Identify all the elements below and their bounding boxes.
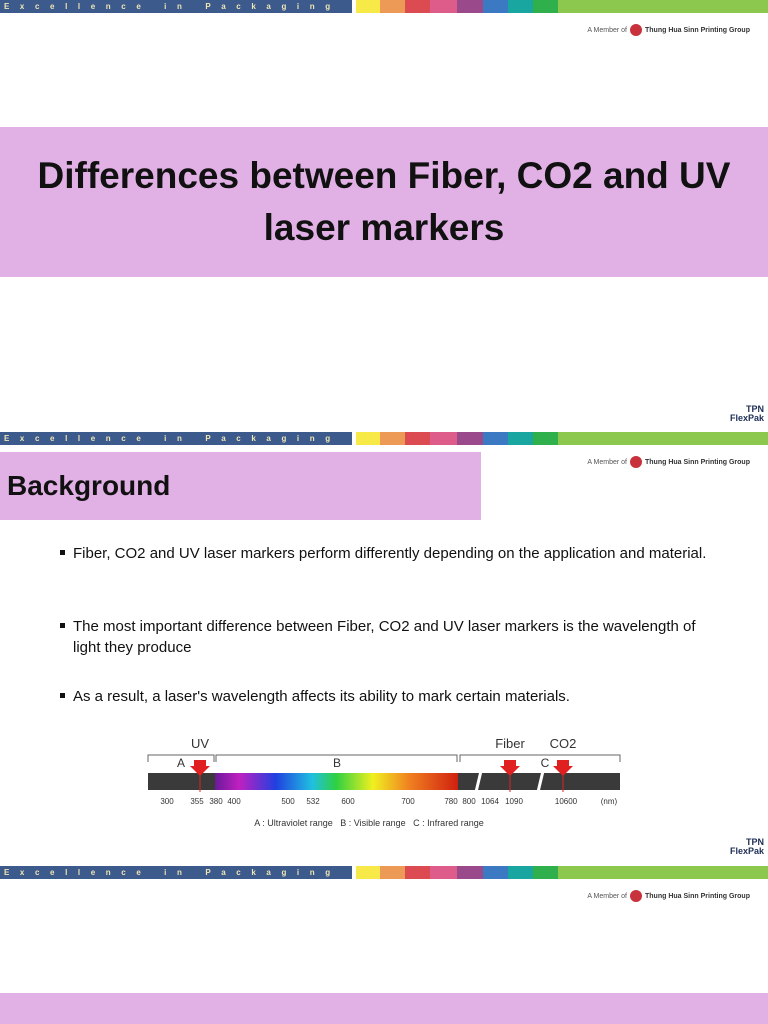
range-label: CO2 — [550, 736, 577, 751]
header-stripe: Excellence in Packaging — [0, 0, 768, 13]
laser-arrows — [190, 760, 573, 792]
scale-label: 600 — [341, 797, 355, 806]
range-label: B — [333, 756, 341, 770]
bullet: The most important difference between Fi… — [60, 616, 723, 658]
scale-label: 355 — [190, 797, 204, 806]
range-label: UV — [191, 736, 209, 751]
scale-label: 1090 — [505, 797, 523, 806]
group-name: Thung Hua Sinn Printing Group — [645, 26, 750, 34]
logo: TPN FlexPak — [712, 405, 764, 423]
member-prefix: A Member of — [587, 892, 627, 900]
bullet: As a result, a laser's wavelength affect… — [60, 686, 723, 707]
member-prefix: A Member of — [587, 458, 627, 466]
scale-label: 300 — [160, 797, 174, 806]
logo-line: TPN — [746, 404, 764, 414]
scale-label: 10600 — [555, 797, 578, 806]
scale-label: 400 — [227, 797, 241, 806]
scale-label: 780 — [444, 797, 458, 806]
group-name: Thung Hua Sinn Printing Group — [645, 458, 750, 466]
tagline: Excellence in Packaging — [0, 866, 352, 879]
axis-breaks — [474, 770, 545, 793]
visible-band — [215, 773, 458, 790]
logo-line: FlexPak — [729, 846, 764, 856]
title-band: Differences between Fiber, CO2 and UV la… — [0, 127, 768, 277]
group-name: Thung Hua Sinn Printing Group — [645, 892, 750, 900]
logo-line: FlexPak — [729, 413, 764, 423]
member-line: A Member of Thung Hua Sinn Printing Group — [587, 456, 750, 468]
range-label: A — [177, 756, 185, 770]
scale-label: 380 — [209, 797, 223, 806]
header-stripe: Excellence in Packaging — [0, 866, 768, 879]
bullet: Fiber, CO2 and UV laser markers perform … — [60, 543, 723, 564]
title-band — [0, 993, 768, 1024]
scale-label: 532 — [306, 797, 320, 806]
member-prefix: A Member of — [587, 26, 627, 34]
tagline: Excellence in Packaging — [0, 0, 352, 13]
range-label: Fiber — [495, 736, 525, 751]
range-label: C — [541, 756, 550, 770]
section-band: Background — [0, 452, 481, 520]
scale-label: (nm) — [601, 797, 618, 806]
logo-line: TPN — [746, 837, 764, 847]
range-brackets — [147, 754, 621, 762]
scale-label: 800 — [462, 797, 476, 806]
member-line: A Member of Thung Hua Sinn Printing Group — [587, 24, 750, 36]
scale-label: 1064 — [481, 797, 499, 806]
figure-legend: A : Ultraviolet range B : Visible range … — [254, 818, 483, 828]
logo: TPN FlexPak — [712, 838, 764, 856]
scale-label: 500 — [281, 797, 295, 806]
tagline: Excellence in Packaging — [0, 432, 352, 445]
header-stripe: Excellence in Packaging — [0, 432, 768, 445]
member-line: A Member of Thung Hua Sinn Printing Group — [587, 890, 750, 902]
section-title: Background — [7, 470, 171, 501]
slide-title: Differences between Fiber, CO2 and UV la… — [37, 155, 731, 248]
scale-label: 700 — [401, 797, 415, 806]
